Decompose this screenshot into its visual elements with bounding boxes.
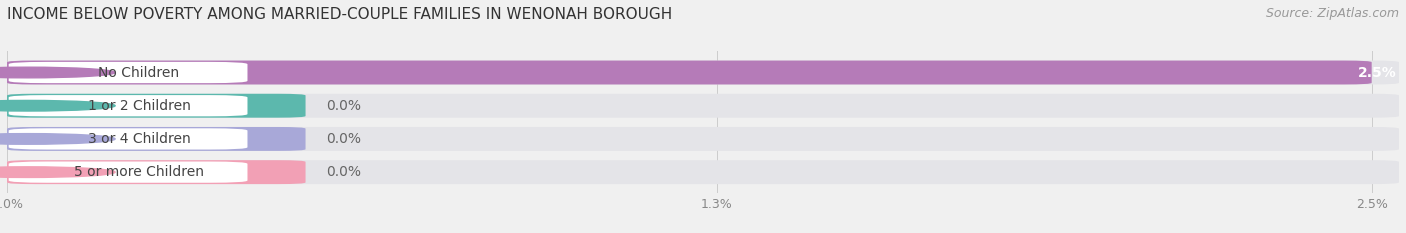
FancyBboxPatch shape [8,161,247,183]
Text: Source: ZipAtlas.com: Source: ZipAtlas.com [1265,7,1399,20]
Text: 0.0%: 0.0% [326,165,361,179]
Circle shape [0,100,115,111]
Text: 1 or 2 Children: 1 or 2 Children [87,99,190,113]
FancyBboxPatch shape [7,94,1399,118]
FancyBboxPatch shape [8,128,247,150]
Text: 2.5%: 2.5% [1357,65,1396,79]
Text: No Children: No Children [98,65,180,79]
Text: INCOME BELOW POVERTY AMONG MARRIED-COUPLE FAMILIES IN WENONAH BOROUGH: INCOME BELOW POVERTY AMONG MARRIED-COUPL… [7,7,672,22]
FancyBboxPatch shape [7,61,1372,85]
FancyBboxPatch shape [8,62,247,83]
FancyBboxPatch shape [7,127,1399,151]
FancyBboxPatch shape [7,61,1399,85]
Text: 5 or more Children: 5 or more Children [75,165,204,179]
FancyBboxPatch shape [7,127,305,151]
Text: 0.0%: 0.0% [326,99,361,113]
FancyBboxPatch shape [8,95,247,116]
FancyBboxPatch shape [7,160,305,184]
FancyBboxPatch shape [7,160,1399,184]
Circle shape [0,67,115,78]
Text: 3 or 4 Children: 3 or 4 Children [87,132,190,146]
FancyBboxPatch shape [7,94,305,118]
Text: 0.0%: 0.0% [326,132,361,146]
Circle shape [0,134,115,144]
Circle shape [0,167,115,178]
